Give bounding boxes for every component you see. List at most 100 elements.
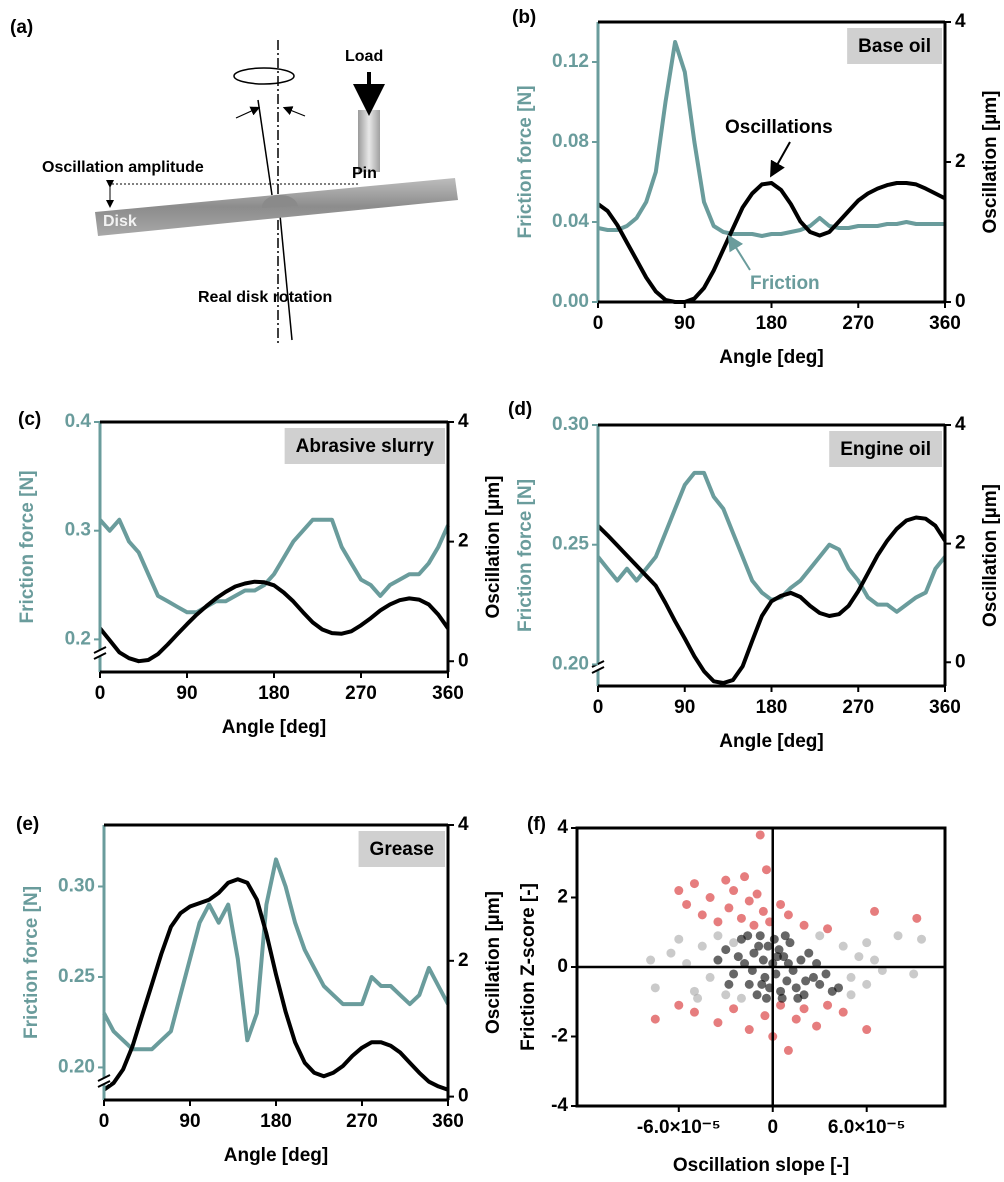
panel: (b) 0 90 180 270 360 0.00 0.04 0.08 0.12 0 2 4 Angle … bbox=[512, 7, 1001, 368]
axis-break bbox=[591, 666, 605, 674]
point bbox=[758, 955, 768, 965]
panel: (d) 0 90 180 270 360 0.20 0.25 0.30 0 2 4 Angle [deg… bbox=[508, 399, 1001, 752]
point bbox=[721, 990, 731, 1000]
data-line bbox=[98, 517, 450, 615]
point bbox=[705, 893, 715, 902]
point bbox=[733, 952, 743, 962]
panel-label: (d) bbox=[508, 399, 532, 420]
y-tick-label: 0.00 bbox=[552, 291, 589, 312]
x-tick-label: 360 bbox=[929, 697, 961, 718]
x-axis-label: Angle [deg] bbox=[719, 347, 824, 368]
point bbox=[862, 979, 872, 989]
point bbox=[744, 896, 754, 906]
y-tick-label: 2 bbox=[557, 887, 568, 908]
y2-axis-label: Oscillation [µm] bbox=[483, 476, 504, 619]
x-tick-label: 6.0×10⁻⁵ bbox=[828, 1117, 906, 1138]
annotation: Oscillations bbox=[725, 117, 833, 138]
point bbox=[689, 1007, 699, 1017]
point bbox=[785, 938, 795, 948]
point bbox=[782, 976, 792, 986]
point bbox=[846, 972, 856, 982]
y-tick-label: 0.12 bbox=[552, 51, 589, 72]
y-axis-label: Friction force [N] bbox=[21, 886, 42, 1039]
chart-title: Base oil bbox=[858, 36, 931, 57]
axis-break-gap bbox=[98, 1078, 110, 1084]
y-tick-label: 4 bbox=[557, 817, 568, 838]
point bbox=[744, 1025, 754, 1035]
data-line bbox=[596, 181, 946, 304]
point bbox=[772, 952, 782, 962]
point bbox=[743, 931, 753, 941]
x-tick-label: 180 bbox=[756, 697, 788, 718]
y2-tick-label: 2 bbox=[458, 950, 469, 971]
x-tick-label: 360 bbox=[929, 313, 961, 334]
y-tick-label: 0.25 bbox=[552, 534, 589, 555]
data-line bbox=[597, 40, 945, 238]
y-tick-label: 0.30 bbox=[552, 414, 589, 435]
axis-break bbox=[93, 646, 107, 654]
y2-tick-label: 0 bbox=[955, 651, 966, 672]
x-tick-label: 90 bbox=[674, 697, 695, 718]
point bbox=[736, 993, 746, 1003]
y-axis-label: Friction force [N] bbox=[17, 470, 38, 623]
chart-title: Engine oil bbox=[840, 439, 931, 460]
panel-label: (e) bbox=[16, 814, 39, 835]
x-tick-label: 270 bbox=[345, 683, 377, 704]
y2-tick-label: 0 bbox=[458, 1086, 469, 1107]
point bbox=[815, 931, 825, 941]
point bbox=[761, 865, 771, 875]
x-tick-label: 360 bbox=[432, 1111, 464, 1132]
title-box: Base oil bbox=[847, 28, 942, 64]
annotation: Friction bbox=[750, 273, 820, 294]
panel-label: (f) bbox=[527, 814, 546, 835]
title-box: Grease bbox=[358, 831, 445, 867]
point bbox=[783, 910, 793, 920]
y2-axis-label: Oscillation [µm] bbox=[980, 484, 1001, 627]
point bbox=[776, 899, 786, 909]
y-tick-label: -4 bbox=[551, 1095, 568, 1116]
axis-break-gap bbox=[592, 664, 604, 670]
panel: (c) 0 90 180 270 360 0.2 0.3 0.4 0 2 4 Angle [deg] Fr… bbox=[17, 409, 504, 738]
x-axis-label: Oscillation slope [-] bbox=[673, 1155, 849, 1176]
data-line bbox=[596, 515, 947, 685]
point bbox=[674, 934, 684, 944]
point bbox=[752, 889, 762, 899]
point bbox=[846, 990, 856, 1000]
point bbox=[779, 952, 789, 962]
y-tick-label: 0.20 bbox=[552, 653, 589, 674]
y2-tick-label: 4 bbox=[955, 11, 966, 32]
x-tick-label: 270 bbox=[842, 313, 874, 334]
point bbox=[724, 979, 734, 989]
point bbox=[752, 990, 762, 1000]
x-tick-label: 270 bbox=[346, 1111, 378, 1132]
point bbox=[777, 993, 787, 1003]
point bbox=[791, 1014, 801, 1024]
y2-tick-label: 2 bbox=[955, 151, 966, 172]
point bbox=[729, 886, 739, 896]
point bbox=[862, 1025, 872, 1035]
y-tick-label: 0.30 bbox=[58, 876, 95, 897]
point bbox=[893, 931, 903, 941]
point bbox=[758, 906, 768, 916]
point bbox=[650, 983, 660, 993]
point bbox=[763, 941, 773, 951]
y-tick-label: 0.20 bbox=[58, 1056, 95, 1077]
x-tick-label: 360 bbox=[432, 683, 464, 704]
point bbox=[783, 1045, 793, 1055]
point bbox=[801, 976, 811, 986]
point bbox=[774, 945, 784, 955]
y-axis-label: Friction Z-score [-] bbox=[518, 883, 539, 1051]
point bbox=[697, 941, 707, 951]
point bbox=[821, 969, 831, 979]
point bbox=[724, 903, 734, 913]
x-tick-label: 90 bbox=[176, 683, 197, 704]
point bbox=[713, 917, 723, 927]
point bbox=[834, 983, 844, 993]
pivot bbox=[261, 194, 298, 208]
x-tick-label: 180 bbox=[258, 683, 290, 704]
x-tick-label: 0 bbox=[767, 1117, 778, 1138]
point bbox=[760, 1011, 770, 1021]
rotation-ellipse bbox=[233, 67, 295, 85]
axis-break bbox=[93, 652, 107, 660]
